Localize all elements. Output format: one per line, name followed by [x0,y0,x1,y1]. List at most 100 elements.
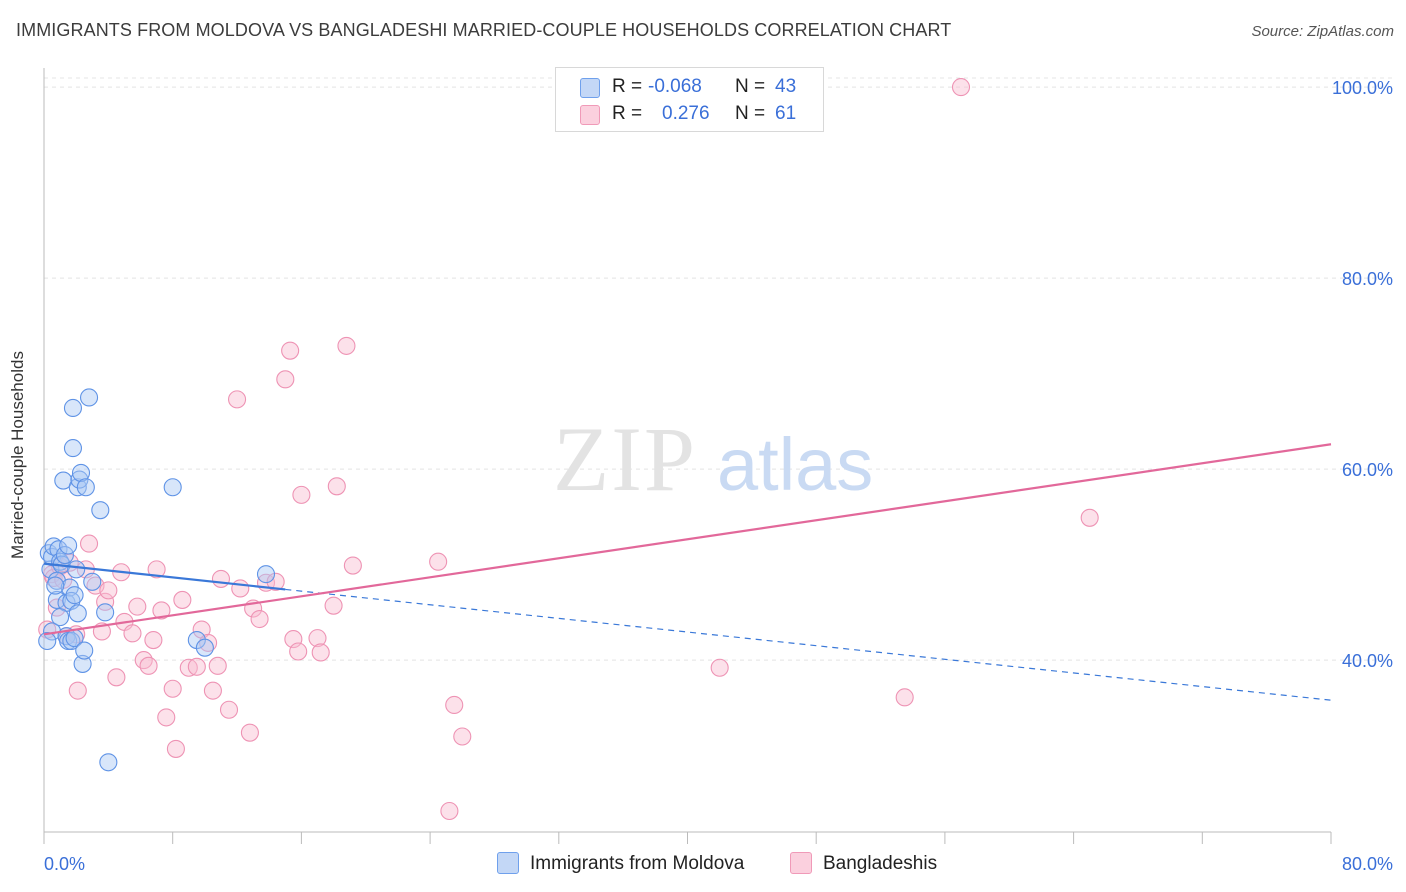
bangladeshis-point [445,695,464,715]
moldova-point [63,398,83,418]
x-tick-label: 0.0% [44,854,85,874]
bangladeshis-point [327,477,346,496]
bangladeshis-point [1080,508,1099,527]
moldova-point [256,565,276,584]
bangladeshis-trendline [43,443,1332,636]
legend-n-label: N = [735,76,766,97]
bangladeshis-point [144,630,163,650]
bangladeshis-point [123,624,142,643]
legend-swatch-moldova [580,78,600,98]
bangladeshis-point [276,370,295,389]
bangladeshis-point [166,739,185,758]
moldova-point [46,576,65,595]
bangladeshis-point [440,801,459,821]
bangladeshis-point [429,552,448,571]
bangladeshis-point [163,679,182,698]
bottom-legend-label-bangladeshis: Bangladeshis [823,853,938,874]
moldova-point [62,631,81,651]
bangladeshis-point [219,700,239,719]
y-tick-label: 60.0% [1342,460,1393,480]
moldova-point [73,654,92,673]
axes [43,68,1332,844]
moldova-trendline-extension [285,588,1332,701]
moldova-point [96,603,115,622]
bangladeshis-point [208,656,227,675]
bangladeshis-point [250,609,269,629]
bangladeshis-point [152,601,171,620]
y-tick-label: 100.0% [1332,78,1393,98]
bottom-legend-label-moldova: Immigrants from Moldova [530,853,745,874]
bangladeshis-point [147,560,166,579]
bangladeshis-point [107,668,126,687]
bangladeshis-point [211,569,231,588]
y-tick-label: 80.0% [1342,269,1393,289]
bangladeshis-point [311,643,330,662]
bangladeshis-point [79,534,99,553]
legend-r-value-moldova: -0.068 [648,76,702,97]
bangladeshis-point [173,590,192,609]
bangladeshis-point [324,596,343,615]
tick-labels: 100.0% 80.0% 60.0% 40.0% 0.0% 80.0% [44,78,1393,874]
legend-n-label: N = [735,103,766,124]
bangladeshis-point [68,681,87,700]
bangladeshis-point [308,629,327,648]
bangladeshis-point [951,78,971,97]
moldova-point [67,560,86,579]
bangladeshis-point [281,341,300,360]
bangladeshis-point [128,597,147,616]
moldova-point [195,638,214,657]
bangladeshis-point [240,723,259,742]
moldova-point [70,470,89,489]
bangladeshis-point [96,592,115,611]
bangladeshis-point [343,556,362,575]
moldova-point [79,388,99,407]
moldova-point [71,463,91,482]
bangladeshis-point [187,657,206,676]
moldova-point [63,439,83,458]
bottom-legend-swatch-bangladeshis [790,852,812,874]
moldova-point [163,478,182,497]
moldova-trendline [43,562,286,591]
moldova-point [59,536,78,555]
bangladeshis-point [266,572,285,591]
moldova-point [51,608,70,627]
bangladeshis-point [289,642,308,661]
source-label: Source: ZipAtlas.com [1251,23,1394,40]
watermark: ZIP atlas [553,408,873,510]
moldova-point [83,572,102,591]
bangladeshis-point [157,708,176,727]
bangladeshis-point [895,688,914,707]
grid-lines [44,77,1395,661]
moldova-point [55,545,74,565]
chart-title: IMMIGRANTS FROM MOLDOVA VS BANGLADESHI M… [16,20,952,40]
y-tick-label: 40.0% [1342,651,1393,671]
bangladeshis-point [710,658,729,677]
stats-legend: R = -0.068 N = 43 R = 0.276 N = 61 [555,67,824,132]
bangladeshis-point [134,651,153,670]
x-tick-label: 80.0% [1342,854,1393,874]
bangladeshis-point [199,633,218,652]
legend-swatch-bangladeshis [580,105,600,125]
bangladeshis-point [228,390,247,409]
moldova-point [65,586,84,605]
legend-r-value-bangladeshis: 0.276 [662,103,710,124]
legend-r-label: R = [612,76,643,97]
bottom-legend-swatch-moldova [497,852,519,874]
legend-n-value-moldova: 43 [775,76,797,97]
bangladeshis-point [203,681,222,700]
moldova-point [99,753,118,772]
moldova-point [68,604,87,623]
moldova-point [75,641,94,660]
watermark-zip: ZIP [553,408,697,510]
watermark-atlas: atlas [717,423,873,506]
moldova-point [91,501,110,520]
moldova-point [38,631,57,651]
moldova-point [76,478,95,497]
bangladeshis-point [231,579,250,598]
bangladeshis-point [453,727,472,746]
bangladeshis-point [99,581,118,600]
bangladeshis-point [292,485,311,504]
legend-r-label: R = [612,103,643,124]
bangladeshis-point [337,336,356,355]
